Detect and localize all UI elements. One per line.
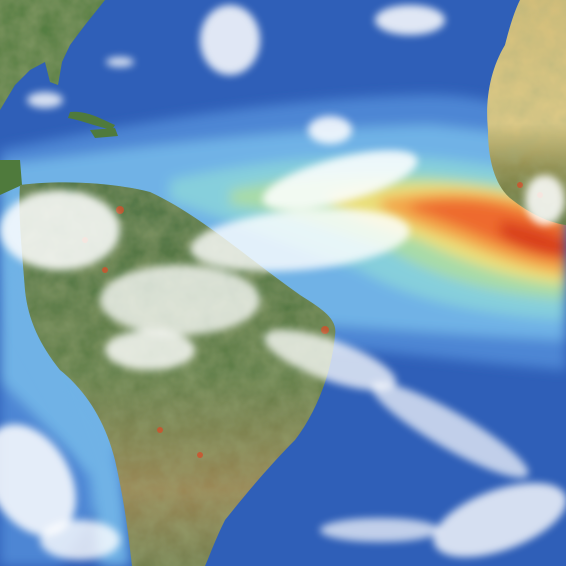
- africa: [487, 0, 566, 225]
- north-america: [0, 0, 105, 110]
- coastal-water: [5, 200, 130, 566]
- band-red: [500, 220, 566, 258]
- south-america: [19, 182, 336, 566]
- caribbean-islands: [0, 111, 118, 195]
- clouds: [0, 5, 566, 560]
